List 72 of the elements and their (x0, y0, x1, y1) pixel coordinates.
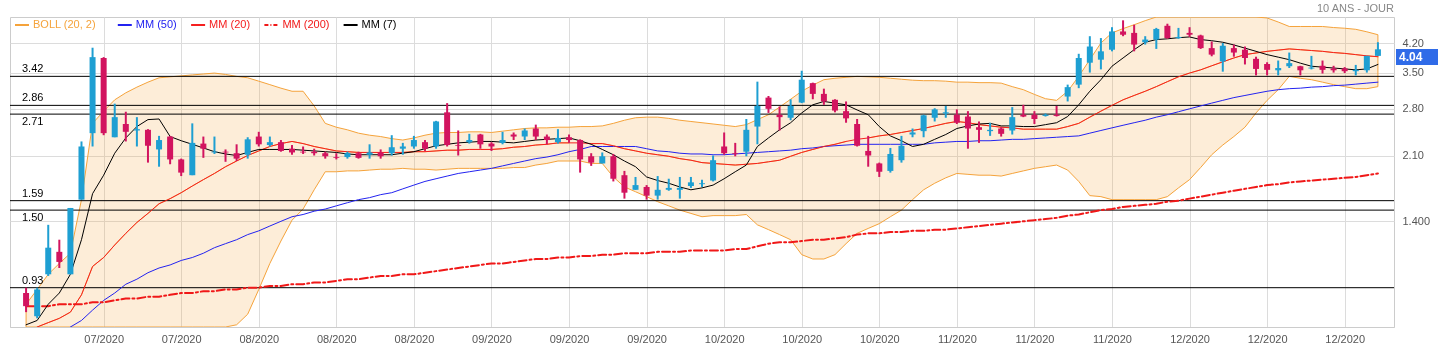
candlestick (23, 286, 30, 314)
candlestick (122, 110, 129, 143)
candlestick (676, 175, 683, 200)
candlestick (144, 128, 151, 164)
y-tick-label: 3.50 (1402, 66, 1424, 79)
ref-line-label: 0.93 (22, 273, 44, 286)
y-tick-label: 4.20 (1402, 36, 1424, 49)
y-tick-label: 2.10 (1402, 149, 1424, 162)
candlestick (455, 129, 462, 157)
x-tick-label: 10/2020 (859, 332, 900, 345)
legend-label: MM (20) (209, 18, 251, 30)
candlestick (610, 152, 617, 183)
candlestick (1097, 37, 1104, 71)
candlestick (710, 154, 717, 183)
x-tick-label: 08/2020 (316, 332, 357, 345)
x-tick-label: 10/2020 (704, 332, 745, 345)
candlestick (111, 102, 118, 139)
candlestick (854, 117, 861, 148)
legend-label: BOLL (20, 2) (33, 18, 96, 30)
candlestick (1108, 26, 1115, 53)
candlestick (1219, 42, 1226, 73)
x-tick-label: 10/2020 (782, 332, 823, 345)
ref-line-label: 2.71 (22, 115, 44, 128)
candlestick (721, 131, 728, 156)
candlestick (167, 134, 174, 166)
ref-line-label: 1.59 (22, 186, 44, 199)
candlestick (200, 135, 207, 159)
ref-line-label: 2.86 (22, 91, 44, 104)
x-tick-label: 08/2020 (394, 332, 435, 345)
candlestick (621, 169, 628, 200)
candlestick (964, 110, 971, 150)
x-tick-label: 11/2020 (937, 332, 977, 345)
candlestick (1009, 106, 1016, 136)
candlestick (976, 120, 983, 144)
x-tick-label: 12/2020 (1170, 332, 1210, 345)
candlestick (843, 100, 850, 124)
candlestick (388, 134, 395, 157)
legend-label: MM (50) (135, 18, 177, 30)
candlestick (787, 98, 794, 122)
chart-subtitle: 10 ANS - JOUR (1316, 2, 1395, 14)
ref-line-label: 3.42 (22, 62, 44, 75)
candlestick (743, 117, 750, 158)
x-tick-label: 09/2020 (472, 332, 512, 345)
x-tick-label: 07/2020 (161, 332, 202, 345)
candlestick (798, 69, 805, 105)
candlestick (56, 238, 63, 269)
candlestick (1153, 26, 1160, 50)
x-tick-label: 12/2020 (1247, 332, 1288, 345)
x-tick-label: 08/2020 (239, 332, 280, 345)
x-tick-label: 12/2020 (1325, 332, 1366, 345)
candlestick (1253, 55, 1260, 77)
x-tick-label: 09/2020 (627, 332, 667, 345)
candlestick (654, 175, 661, 201)
candlestick (156, 134, 163, 168)
text: 4.04 (1399, 50, 1423, 64)
candlestick (898, 134, 905, 164)
candlestick (754, 80, 761, 146)
x-tick-label: 09/2020 (549, 332, 590, 345)
legend-label: MM (7) (361, 18, 397, 30)
candlestick (244, 136, 251, 160)
legend-label: MM (200) (282, 18, 330, 30)
candlestick (887, 146, 894, 174)
y-tick-label: 2.80 (1402, 102, 1424, 115)
ref-line-label: 1.50 (22, 211, 44, 224)
x-tick-label: 07/2020 (84, 332, 125, 345)
y-tick-label: 1.400 (1402, 214, 1431, 227)
candlestick (865, 134, 872, 168)
candlestick (1086, 35, 1093, 74)
candlestick (577, 138, 584, 174)
x-tick-label: 11/2020 (1093, 332, 1132, 345)
candlestick (1131, 23, 1138, 53)
x-tick-label: 11/2020 (1015, 332, 1055, 345)
